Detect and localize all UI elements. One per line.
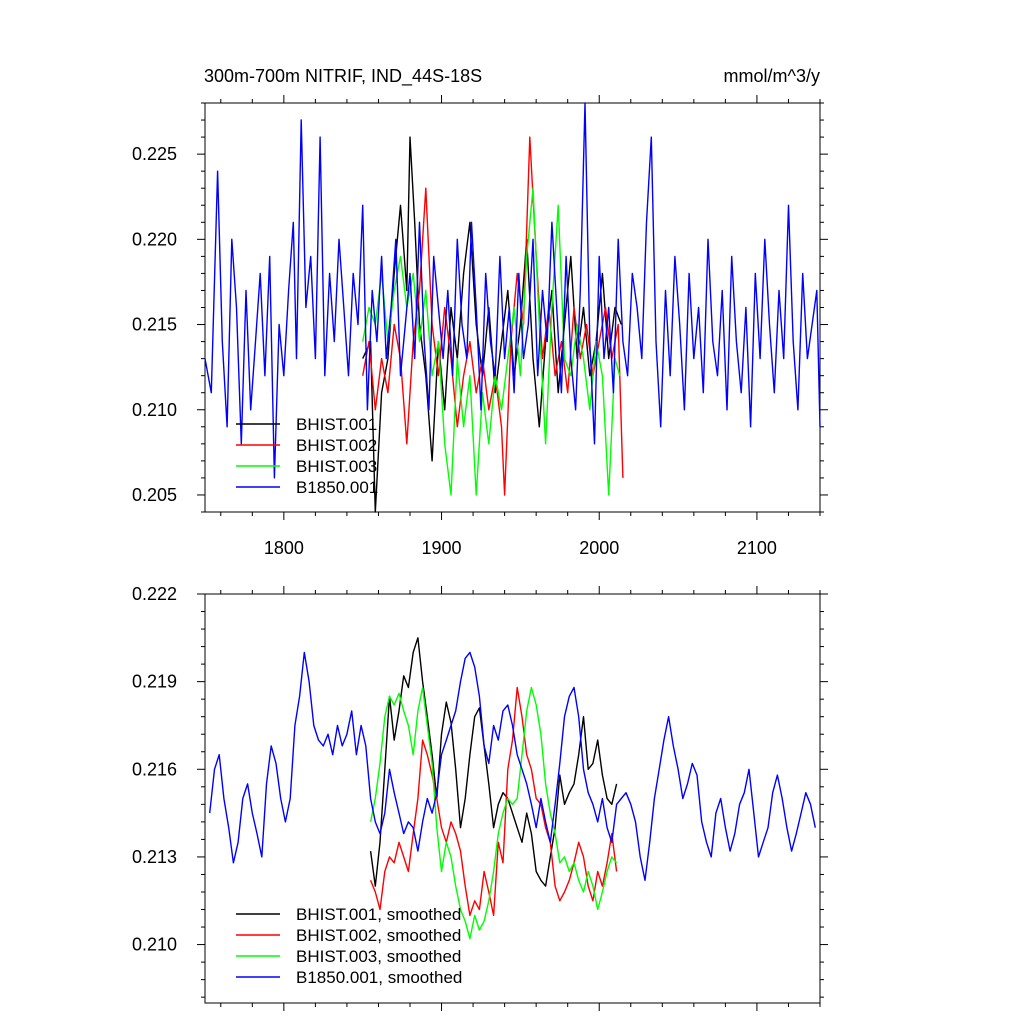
bottom-panel-y-tick-label: 0.222 bbox=[132, 584, 177, 604]
top-panel-x-tick-label: 1800 bbox=[264, 538, 304, 558]
top-panel-y-tick-label: 0.225 bbox=[132, 144, 177, 164]
top-panel-legend-label-bhist-001: BHIST.001 bbox=[296, 415, 377, 434]
bottom-panel-legend: BHIST.001, smoothed BHIST.002, smoothed BH… bbox=[236, 905, 462, 987]
top-panel-series-b1850-001 bbox=[204, 102, 821, 479]
top-panel-legend: BHIST.001 BHIST.002 BHIST.003 B1850.001 bbox=[236, 415, 378, 497]
top-panel-x-tick-label: 2000 bbox=[579, 538, 619, 558]
bottom-panel-legend-label-bhist-001-smoothed: BHIST.001, smoothed bbox=[296, 905, 461, 924]
bottom-panel-axes: 0.210 0.213 0.216 0.219 0.222 bbox=[132, 584, 828, 1011]
top-panel-legend-label-bhist-003: BHIST.003 bbox=[296, 457, 377, 476]
top-panel-y-tick-label: 0.215 bbox=[132, 315, 177, 335]
top-panel-y-tick-label: 0.210 bbox=[132, 400, 177, 420]
bottom-panel-series bbox=[209, 637, 816, 940]
bottom-panel-series-b1850-001-smoothed bbox=[209, 651, 816, 881]
bottom-panel-series-bhist-002-smoothed bbox=[369, 686, 618, 917]
bottom-panel: 0.210 0.213 0.216 0.219 0.222 BHIST.001, smo… bbox=[132, 584, 828, 1011]
bottom-panel-y-tick-label: 0.219 bbox=[132, 672, 177, 692]
bottom-panel-legend-label-bhist-003-smoothed: BHIST.003, smoothed bbox=[296, 947, 461, 966]
bottom-panel-y-tick-label: 0.216 bbox=[132, 759, 177, 779]
bottom-panel-y-tick-label: 0.213 bbox=[132, 847, 177, 867]
bottom-panel-series-bhist-003-smoothed bbox=[369, 686, 618, 940]
bottom-panel-frame bbox=[204, 593, 821, 1004]
bottom-panel-legend-label-b1850-001-smoothed: B1850.001, smoothed bbox=[296, 968, 462, 987]
bottom-panel-legend-label-bhist-002-smoothed: BHIST.002, smoothed bbox=[296, 926, 461, 945]
bottom-panel-series-bhist-001-smoothed bbox=[369, 637, 618, 887]
top-panel-legend-label-bhist-002: BHIST.002 bbox=[296, 436, 377, 455]
bottom-panel-y-tick-label: 0.210 bbox=[132, 935, 177, 955]
top-panel-y-tick-label: 0.205 bbox=[132, 485, 177, 505]
top-panel-axes: 1800 1900 2000 2100 0.205 0.210 0.215 0.220 0.22… bbox=[132, 95, 828, 558]
top-panel-x-tick-label: 2100 bbox=[737, 538, 777, 558]
top-panel-y-tick-label: 0.220 bbox=[132, 229, 177, 249]
top-panel-title: 300m-700m NITRIF, IND_44S-18S bbox=[204, 66, 482, 87]
top-panel: 300m-700m NITRIF, IND_44S-18S mmol/m^3/y… bbox=[132, 66, 828, 558]
top-panel-series bbox=[204, 102, 821, 513]
top-panel-units: mmol/m^3/y bbox=[724, 66, 820, 86]
top-panel-legend-label-b1850-001: B1850.001 bbox=[296, 478, 378, 497]
top-panel-x-tick-label: 1900 bbox=[422, 538, 462, 558]
